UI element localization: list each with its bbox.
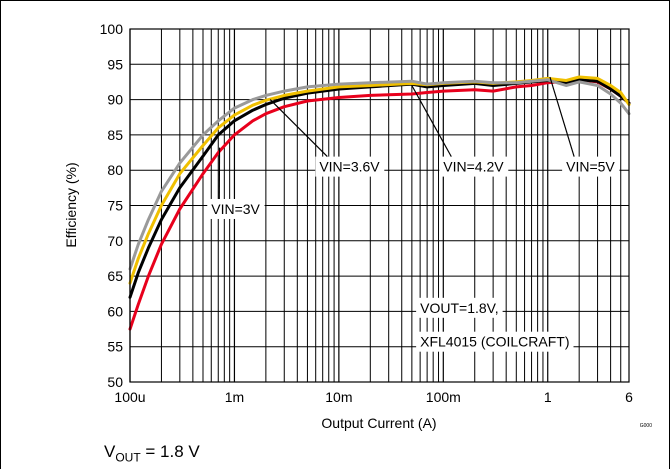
annotation-background [416, 297, 503, 318]
caption-suffix: = 1.8 V [140, 442, 200, 461]
y-tick-label: 90 [107, 92, 123, 108]
x-tick-label: 1m [225, 389, 244, 405]
y-tick-label: 75 [107, 198, 123, 214]
annotation-label: VIN=4.2V [443, 159, 504, 175]
x-tick-label: 1 [544, 389, 552, 405]
annotation-label: VIN=3.6V [319, 159, 380, 175]
y-axis-title: Efficiency (%) [63, 162, 79, 247]
series-line-4 [128, 78, 631, 271]
annotation-background [315, 156, 385, 177]
figure-note: G000 [640, 423, 652, 429]
y-tick-label: 100 [100, 21, 124, 37]
tick-labels: 50 55 60 65 70 75 80 85 90 95 100 100u 1m 10m 100m 1 6 [100, 21, 633, 405]
caption-prefix: V [104, 442, 116, 461]
annotation-label: VIN=5V [566, 159, 615, 175]
y-tick-label: 60 [107, 303, 123, 319]
annotation-background [439, 156, 509, 177]
annotations: VIN=3V VIN=3.6V VIN=4.2V VIN=5V VOUT=1.8V, XF… [207, 76, 620, 352]
x-axis-title: Output Current (A) [321, 415, 436, 431]
annotation-arrow [549, 76, 575, 157]
annotation-label: VOUT=1.8V, [420, 300, 498, 316]
y-tick-label: 85 [107, 127, 123, 143]
y-tick-label: 95 [107, 56, 123, 72]
efficiency-chart: VIN=3V VIN=3.6V VIN=4.2V VIN=5V VOUT=1.8V, XF… [63, 21, 652, 431]
series-lines [128, 75, 631, 331]
y-tick-label: 80 [107, 162, 123, 178]
x-tick-label: 6 [625, 389, 633, 405]
y-tick-label: 50 [107, 374, 123, 390]
annotation-arrow [411, 85, 452, 157]
annotation-label: VIN=3V [211, 201, 260, 217]
series-line-3 [128, 75, 631, 285]
plot-border [129, 28, 630, 383]
caption: VOUT = 1.8 V [104, 442, 200, 464]
annotation-background [562, 156, 620, 177]
series-line-1 [128, 78, 631, 331]
annotation-arrow [269, 99, 328, 158]
annotation-background [416, 331, 574, 352]
annotation-label: XFL4015 (COILCRAFT) [420, 334, 569, 350]
caption-subscript: OUT [115, 450, 141, 465]
y-tick-label: 70 [107, 233, 123, 249]
annotation-background [207, 198, 265, 219]
x-tick-label: 100m [426, 389, 461, 405]
y-tick-label: 55 [107, 339, 123, 355]
series-line-2 [128, 78, 631, 299]
y-tick-label: 65 [107, 268, 123, 284]
x-tick-label: 100u [114, 389, 145, 405]
x-tick-label: 10m [325, 389, 352, 405]
